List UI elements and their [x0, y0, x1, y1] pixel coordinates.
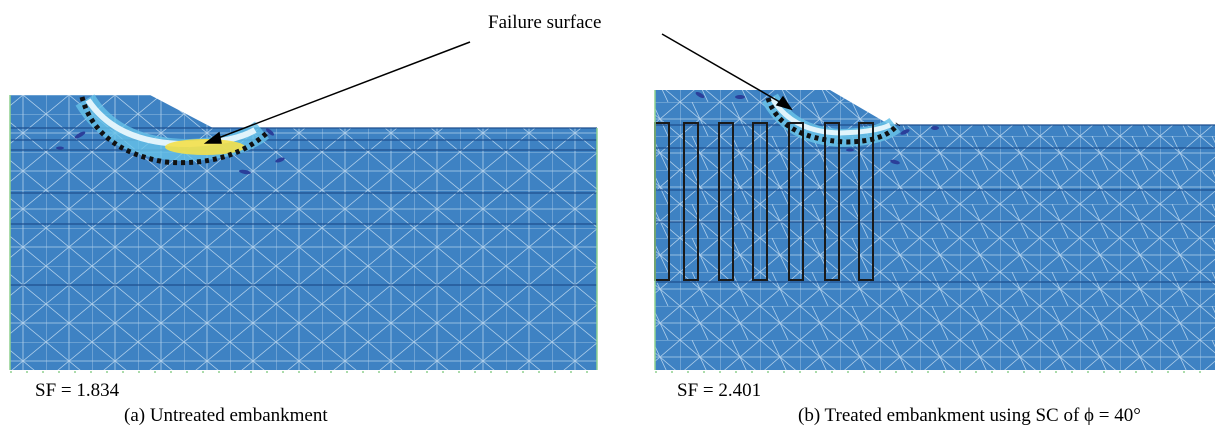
- mesh-a: [10, 95, 597, 370]
- arrow-to-panel-b: [661, 33, 786, 106]
- arrow-to-panel-a: [212, 41, 471, 141]
- displacement-vectors-a: [56, 128, 285, 175]
- support-markers-a: [9, 95, 598, 373]
- shear-band-a: [75, 94, 269, 162]
- arrowhead-b: [775, 95, 793, 111]
- stone-column: [824, 122, 840, 281]
- stone-column: [788, 122, 804, 281]
- caption-a: (a) Untreated embankment: [124, 405, 328, 426]
- callout-arrows: [203, 33, 793, 144]
- safety-factor-b: SF = 2.401: [677, 380, 762, 401]
- panel-b: [654, 90, 1215, 373]
- panel-a: [9, 94, 598, 373]
- stone-columns: [654, 122, 874, 281]
- layer-lines-a: [10, 127, 597, 286]
- arrowhead-a: [203, 131, 222, 144]
- stone-column: [718, 122, 734, 281]
- displacement-vectors-b: [695, 91, 939, 165]
- failure-surface-line-b: [765, 97, 901, 145]
- safety-factor-a: SF = 1.834: [35, 380, 120, 401]
- support-markers-b: [654, 90, 1215, 373]
- stone-column: [683, 122, 699, 281]
- mesh-b: [655, 90, 1215, 370]
- caption-b: (b) Treated embankment using SC of ϕ = 4…: [798, 405, 1141, 426]
- stone-column: [858, 122, 874, 281]
- layer-lines-b: [655, 124, 1215, 283]
- stone-column: [752, 122, 768, 281]
- failure-surface-label: Failure surface: [488, 12, 602, 33]
